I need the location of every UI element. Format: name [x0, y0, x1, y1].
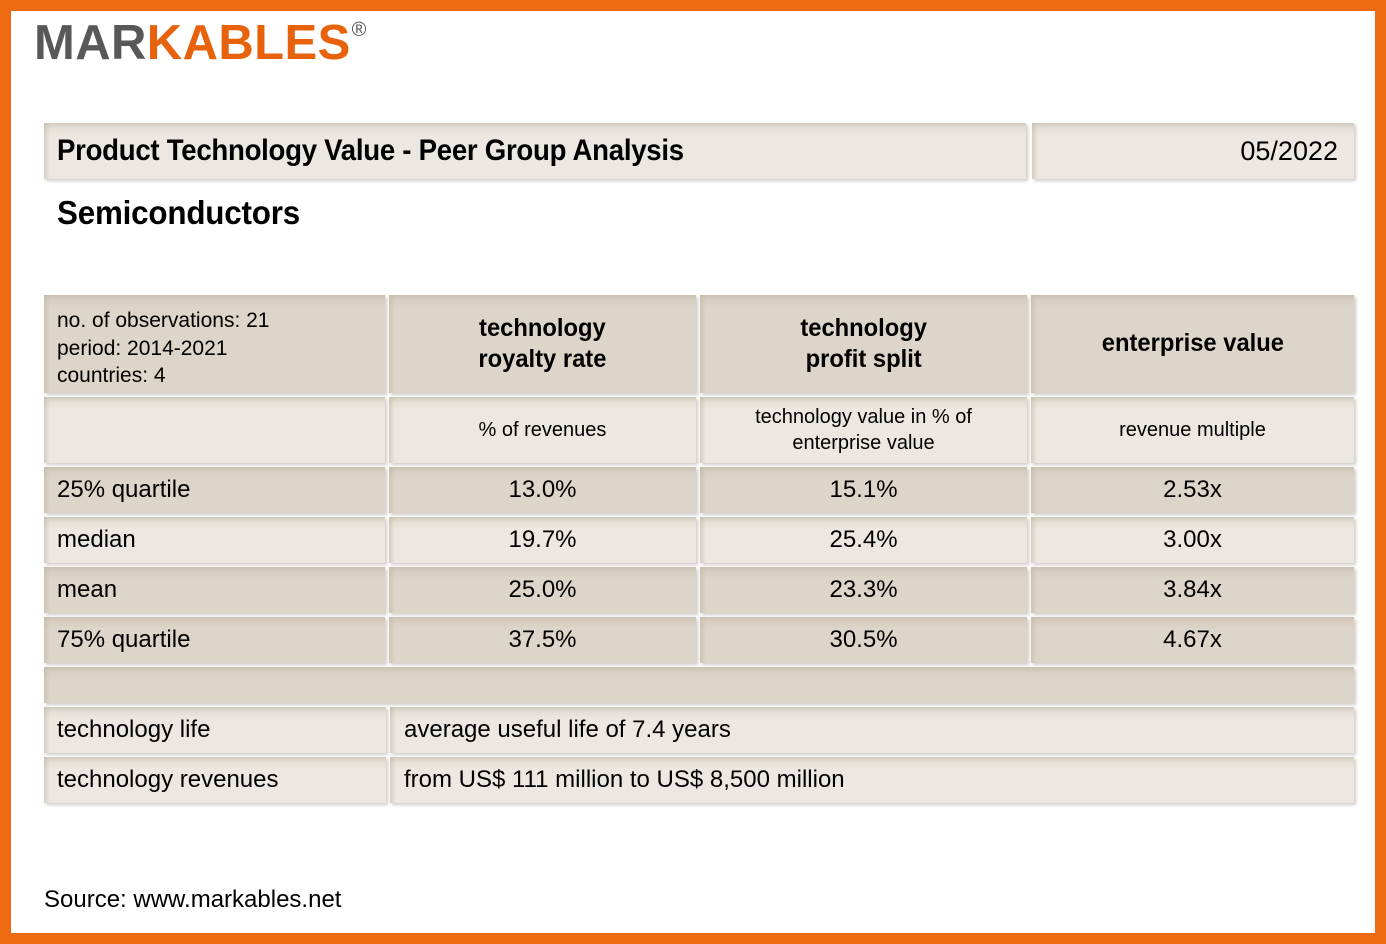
technology-life-value-cell: average useful life of 7.4 years: [390, 707, 1354, 753]
row-enterprise-cell: 3.00x: [1031, 517, 1355, 563]
table-subheader-row: % of revenues technology value in % of e…: [44, 397, 1354, 463]
technology-life-row: technology life average useful life of 7…: [44, 707, 1354, 753]
row-profit-value: 23.3%: [829, 576, 898, 603]
row-label: mean: [57, 576, 118, 603]
technology-revenues-value-cell: from US$ 111 million to US$ 8,500 millio…: [390, 757, 1354, 803]
row-label-cell: 75% quartile: [44, 617, 385, 663]
enterprise-unit-text: revenue multiple: [1119, 419, 1266, 441]
table-row: 75% quartile 37.5% 30.5% 4.67x: [44, 617, 1355, 663]
subheader-royalty-unit: % of revenues: [388, 397, 696, 463]
column-header-royalty-rate: technology royalty rate: [388, 295, 697, 393]
report-title-cell: Product Technology Value - Peer Group An…: [44, 123, 1026, 179]
row-profit-cell: 25.4%: [700, 517, 1028, 563]
row-enterprise-cell: 4.67x: [1031, 617, 1355, 663]
title-bar: Product Technology Value - Peer Group An…: [44, 123, 1354, 183]
meta-info-cell: no. of observations: 21 period: 2014-202…: [44, 295, 385, 393]
row-enterprise-cell: 2.53x: [1031, 467, 1355, 513]
report-date-cell: 05/2022: [1032, 123, 1354, 179]
subheader-profit-unit: technology value in % of enterprise valu…: [700, 397, 1027, 463]
profit-unit-line2: enterprise value: [792, 432, 935, 454]
table-spacer-row: [44, 667, 1354, 703]
report-inner: MARKABLES® Product Technology Value - Pe…: [11, 11, 1375, 933]
royalty-unit-text: % of revenues: [478, 419, 607, 441]
column-header-enterprise-value-text: enterprise value: [1101, 329, 1284, 358]
row-enterprise-value: 4.67x: [1163, 626, 1222, 653]
row-royalty-cell: 13.0%: [388, 467, 697, 513]
technology-life-value: average useful life of 7.4 years: [404, 716, 731, 743]
row-enterprise-value: 3.00x: [1163, 526, 1222, 553]
spacer-cell: [44, 667, 1354, 703]
peer-group-table: no. of observations: 21 period: 2014-202…: [44, 295, 1355, 807]
royalty-rate-line1: technology: [479, 313, 606, 342]
row-profit-cell: 23.3%: [700, 567, 1028, 613]
technology-revenues-value: from US$ 111 million to US$ 8,500 millio…: [404, 766, 845, 793]
technology-life-label-cell: technology life: [44, 707, 386, 753]
subheader-empty-cell: [44, 397, 385, 463]
technology-revenues-row: technology revenues from US$ 111 million…: [44, 757, 1354, 803]
row-label: 25% quartile: [57, 476, 191, 503]
registered-trademark-icon: ®: [351, 18, 367, 41]
technology-revenues-label: technology revenues: [57, 766, 279, 793]
row-royalty-cell: 19.7%: [388, 517, 697, 563]
logo-text-dark: MAR: [34, 16, 147, 70]
row-profit-value: 25.4%: [829, 526, 898, 553]
profit-unit-line1: technology value in % of: [755, 406, 972, 428]
row-profit-cell: 30.5%: [700, 617, 1028, 663]
column-header-enterprise-value: enterprise value: [1031, 295, 1355, 393]
row-royalty-value: 37.5%: [508, 626, 577, 653]
table-row: median 19.7% 25.4% 3.00x: [44, 517, 1355, 563]
row-royalty-value: 19.7%: [508, 526, 577, 553]
markables-logo: MARKABLES®: [34, 19, 366, 68]
row-label-cell: 25% quartile: [44, 467, 385, 513]
subheader-enterprise-unit: revenue multiple: [1031, 397, 1354, 463]
meta-observations: no. of observations: 21: [57, 309, 270, 332]
technology-revenues-label-cell: technology revenues: [44, 757, 386, 803]
meta-countries: countries: 4: [57, 364, 166, 388]
row-label: 75% quartile: [57, 626, 191, 653]
row-label-cell: mean: [44, 567, 385, 613]
profit-split-line1: technology: [800, 313, 927, 342]
meta-period: period: 2014-2021: [57, 336, 228, 360]
logo-text-orange: KABLES: [146, 16, 351, 70]
row-enterprise-value: 3.84x: [1163, 576, 1222, 603]
report-date: 05/2022: [1240, 135, 1338, 166]
row-enterprise-value: 2.53x: [1163, 476, 1222, 503]
row-royalty-value: 13.0%: [508, 476, 577, 503]
row-label-cell: median: [44, 517, 385, 563]
profit-unit-text: technology value in % of enterprise valu…: [755, 404, 972, 456]
row-profit-cell: 15.1%: [700, 467, 1028, 513]
row-label: median: [57, 526, 136, 553]
title-row: Product Technology Value - Peer Group An…: [44, 123, 1354, 179]
profit-split-line2: profit split: [805, 345, 922, 373]
column-header-profit-split: technology profit split: [700, 295, 1028, 393]
source-attribution: Source: www.markables.net: [44, 886, 342, 913]
technology-life-label: technology life: [57, 716, 211, 743]
column-header-profit-split-text: technology profit split: [800, 313, 927, 376]
column-header-royalty-rate-text: technology royalty rate: [478, 313, 606, 376]
row-enterprise-cell: 3.84x: [1031, 567, 1355, 613]
royalty-rate-line2: royalty rate: [478, 345, 607, 373]
row-royalty-value: 25.0%: [508, 576, 577, 603]
page-title: Product Technology Value - Peer Group An…: [57, 134, 684, 167]
row-royalty-cell: 25.0%: [388, 567, 697, 613]
industry-subtitle: Semiconductors: [57, 194, 300, 231]
table-row: mean 25.0% 23.3% 3.84x: [44, 567, 1355, 613]
row-profit-value: 30.5%: [829, 626, 898, 653]
row-profit-value: 15.1%: [829, 476, 898, 503]
row-royalty-cell: 37.5%: [388, 617, 697, 663]
table-row: 25% quartile 13.0% 15.1% 2.53x: [44, 467, 1355, 513]
table-header-row: no. of observations: 21 period: 2014-202…: [44, 295, 1355, 393]
